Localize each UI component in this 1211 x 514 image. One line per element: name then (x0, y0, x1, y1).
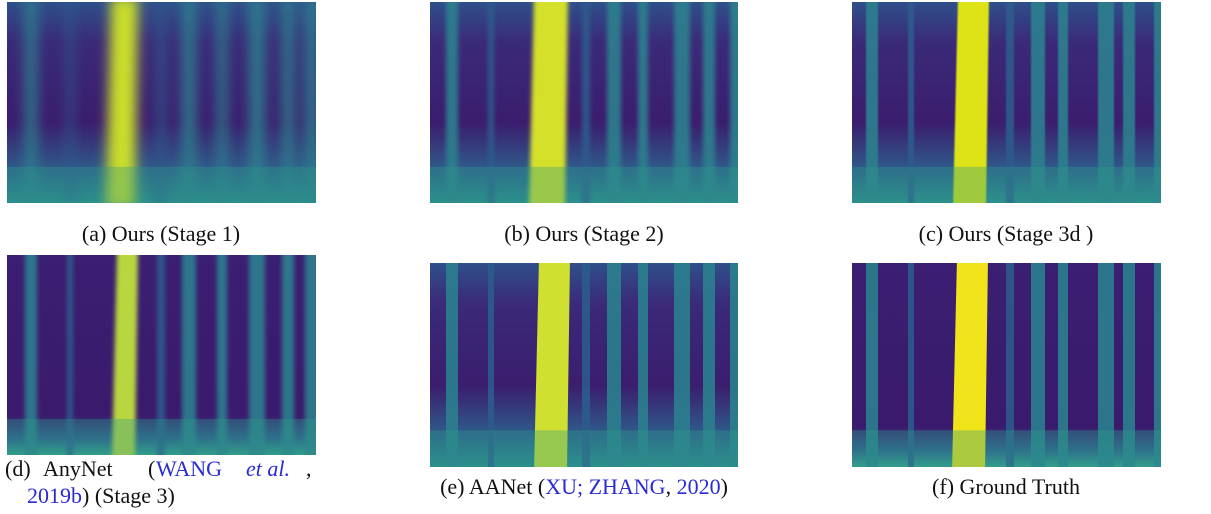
citation[interactable]: WANG (156, 456, 222, 481)
citation[interactable]: 2019b (27, 483, 82, 508)
ground (852, 430, 1161, 467)
depth-map (7, 250, 319, 460)
label: (e) (440, 474, 464, 499)
caption-text: AANet ( (469, 474, 545, 499)
image (430, 258, 744, 472)
image (852, 0, 1168, 208)
caption: (a) Ours (Stage 1) (82, 221, 240, 246)
caption-text: Ours (Stage 1) (112, 221, 240, 246)
caption: (b) Ours (Stage 2) (504, 221, 663, 246)
caption: (d) AnyNet ( WANG et al. , (0, 456, 328, 481)
caption-text: ( (148, 456, 155, 481)
caption-text: Ours (Stage 2) (535, 221, 663, 246)
ground (430, 430, 738, 467)
depth-map (430, 258, 744, 472)
caption: (e) AANet (XU; ZHANG, 2020) (440, 474, 728, 499)
citation[interactable]: XU; ZHANG (545, 474, 665, 499)
ground (852, 167, 1161, 203)
image (7, 250, 319, 460)
image (430, 0, 744, 208)
ground (7, 167, 316, 203)
depth-map (852, 258, 1168, 472)
caption-text: Ours (Stage 3d ) (949, 221, 1094, 246)
figure: (a) Ours (Stage 1) (b) Ours (Stage 2) (c… (0, 0, 1211, 514)
caption-text: ) (721, 474, 728, 499)
caption-text: ) (Stage 3) (82, 483, 175, 508)
caption-text: AnyNet (43, 456, 113, 481)
depth-map (430, 0, 744, 208)
caption-text: , (666, 474, 677, 499)
caption-text: Ground Truth (960, 474, 1080, 499)
label: (a) (82, 221, 106, 246)
ground (430, 167, 738, 203)
label: (c) (919, 221, 943, 246)
caption-text: , (306, 456, 312, 481)
label: (b) (504, 221, 530, 246)
label: (d) (5, 456, 31, 481)
ground (7, 419, 316, 455)
citation[interactable]: et al. (246, 456, 290, 481)
depth-map (852, 0, 1168, 208)
caption: 2019b) (Stage 3) (27, 483, 175, 508)
depth-map (7, 0, 319, 208)
label: (f) (932, 474, 954, 499)
citation[interactable]: 2020 (677, 474, 721, 499)
image (7, 0, 319, 208)
caption: (c) Ours (Stage 3d ) (919, 221, 1094, 246)
caption: (f) Ground Truth (932, 474, 1080, 499)
image (852, 258, 1168, 472)
